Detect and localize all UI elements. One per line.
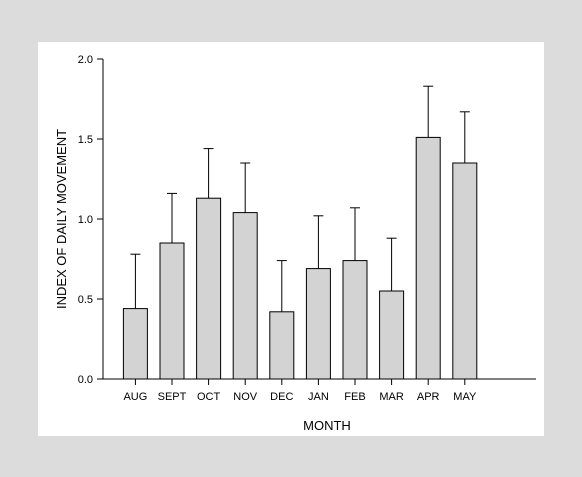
x-tick-label-dec: DEC (270, 391, 293, 403)
bar-apr (415, 136, 441, 380)
axes-layer: 0.0 0.5 1.0 1.5 2.0 AUG SEPT OCT NOV DEC JAN FEB MAR… (78, 54, 536, 403)
bar-jan (305, 268, 331, 380)
bar-sept (159, 242, 185, 380)
bar-mar (379, 290, 405, 380)
x-tick-label-may: MAY (453, 391, 477, 403)
bar-dec (269, 311, 295, 380)
x-tick-label-mar: MAR (379, 391, 404, 403)
x-tick-label-apr: APR (417, 391, 440, 403)
bar-may (452, 162, 478, 380)
y-axis-label: INDEX OF DAILY MOVEMENT (54, 129, 69, 309)
bar-feb (342, 260, 368, 380)
x-tick-label-aug: AUG (123, 391, 147, 403)
x-axis-label: MONTH (303, 418, 351, 433)
x-tick-label-sept: SEPT (158, 391, 187, 403)
x-tick-label-nov: NOV (233, 391, 258, 403)
bar-oct (196, 197, 222, 380)
x-tick-label-jan: JAN (308, 391, 329, 403)
bar-aug (122, 308, 148, 380)
y-tick-label: 1.0 (78, 214, 93, 226)
y-tick-label: 0.0 (78, 374, 93, 386)
y-tick-label: 1.5 (78, 134, 93, 146)
bar-nov (232, 212, 258, 380)
x-tick-label-feb: FEB (344, 391, 365, 403)
error-bars-layer (130, 85, 470, 312)
bars-layer (122, 136, 478, 380)
y-tick-label: 0.5 (78, 294, 93, 306)
x-tick-label-oct: OCT (197, 391, 221, 403)
y-tick-label: 2.0 (78, 54, 93, 66)
